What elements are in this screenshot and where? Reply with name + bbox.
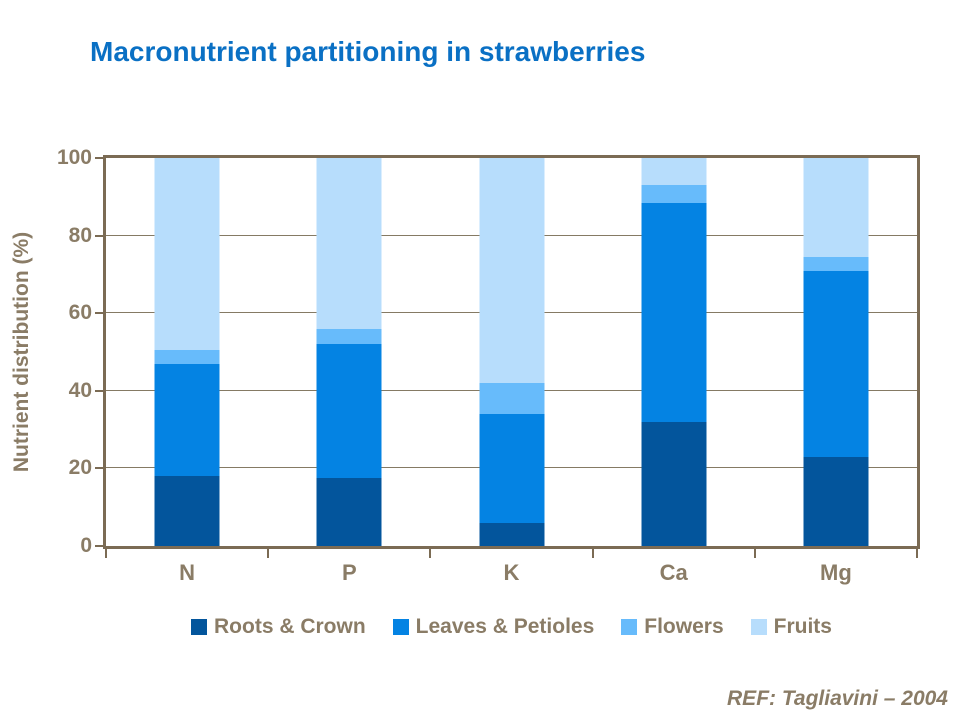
y-tick-mark-20 — [95, 467, 103, 470]
bar-ca-segment-flowers — [641, 185, 707, 203]
legend-label-fruits: Fruits — [773, 615, 832, 638]
bar-p-segment-leaves-petioles — [316, 344, 382, 479]
y-tick-label-80: 80 — [68, 223, 92, 247]
y-tick-label-60: 60 — [68, 301, 92, 325]
bar-mg-segment-leaves-petioles — [803, 270, 869, 457]
legend-item-fruits: Fruits — [750, 615, 832, 639]
x-tick-mark-4 — [753, 549, 756, 558]
legend-item-roots-crown: Roots & Crown — [191, 615, 366, 639]
legend-label-flowers: Flowers — [644, 615, 724, 638]
bar-mg-segment-roots-crown — [803, 456, 869, 546]
bar-n-segment-leaves-petioles — [154, 363, 220, 477]
legend-swatch-flowers — [621, 619, 638, 635]
y-tick-label-40: 40 — [68, 378, 92, 402]
bar-ca-segment-fruits — [641, 158, 707, 186]
bar-k-segment-leaves-petioles — [479, 414, 544, 523]
bar-ca — [641, 158, 707, 546]
x-tick-mark-3 — [591, 549, 594, 558]
y-tick-mark-60 — [95, 312, 103, 315]
legend-item-flowers: Flowers — [621, 615, 724, 639]
bar-k-segment-fruits — [479, 158, 544, 384]
bar-p — [316, 158, 382, 546]
x-category-label-ca: Ca — [659, 560, 688, 585]
x-tick-mark-2 — [429, 549, 432, 558]
bar-p-segment-fruits — [316, 158, 382, 329]
bar-n-segment-flowers — [154, 350, 220, 364]
y-tick-mark-40 — [95, 389, 103, 392]
legend-item-leaves-petioles: Leaves & Petioles — [392, 615, 595, 639]
bar-n-segment-roots-crown — [154, 476, 220, 546]
bar-p-segment-flowers — [316, 328, 382, 345]
bar-n — [154, 158, 220, 546]
bar-ca-segment-roots-crown — [641, 421, 707, 546]
x-tick-mark-0 — [105, 549, 107, 558]
legend-swatch-leaves-petioles — [392, 619, 409, 635]
y-axis-layer: 0 20 40 60 80 100 — [57, 146, 917, 557]
y-tick-label-100: 100 — [56, 146, 92, 169]
bar-mg — [803, 158, 869, 546]
legend-label-leaves-petioles: Leaves & Petioles — [415, 615, 595, 638]
bar-k — [479, 158, 544, 546]
bar-mg-segment-fruits — [803, 158, 869, 257]
bar-p-segment-roots-crown — [316, 478, 382, 546]
y-tick-mark-80 — [95, 234, 103, 237]
x-axis-layer: N P K Ca Mg — [105, 158, 918, 585]
y-tick-mark-0 — [95, 545, 103, 547]
y-tick-label-0: 0 — [80, 534, 92, 557]
x-category-label-n: N — [179, 560, 196, 585]
bar-mg-segment-flowers — [803, 256, 869, 271]
x-tick-mark-5 — [916, 549, 918, 558]
y-tick-label-20: 20 — [68, 456, 92, 480]
bar-n-segment-fruits — [154, 158, 220, 351]
x-category-label-p: P — [341, 560, 357, 585]
x-tick-mark-1 — [267, 549, 270, 558]
bars-layer — [106, 158, 917, 546]
chart-title: Macronutrient partitioning in strawberri… — [90, 36, 646, 67]
x-category-label-k: K — [503, 560, 520, 585]
legend-swatch-fruits — [750, 619, 767, 635]
legend-swatch-roots-crown — [191, 619, 208, 635]
y-tick-mark-100 — [95, 157, 103, 159]
legend: Roots & Crown Leaves & Petioles Flowers Fru… — [106, 615, 917, 639]
y-axis-title: Nutrient distribution (%) — [10, 231, 33, 473]
bar-ca-segment-leaves-petioles — [641, 202, 707, 422]
legend-label-roots-crown: Roots & Crown — [214, 615, 366, 638]
x-category-label-mg: Mg — [820, 560, 852, 585]
reference-text: REF: Tagliavini – 2004 — [727, 687, 948, 710]
bar-k-segment-flowers — [479, 383, 544, 415]
bar-k-segment-roots-crown — [479, 522, 544, 546]
